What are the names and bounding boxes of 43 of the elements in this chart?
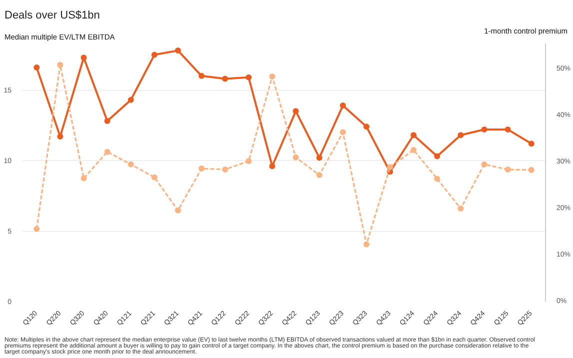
point — [80, 175, 87, 182]
point — [340, 129, 346, 136]
point — [316, 172, 322, 178]
point — [34, 64, 40, 70]
point — [128, 96, 134, 103]
point — [198, 72, 205, 79]
point — [481, 126, 488, 132]
point — [198, 166, 205, 172]
point — [174, 48, 181, 54]
point — [340, 102, 346, 109]
point — [246, 158, 252, 164]
point — [458, 206, 464, 212]
point — [292, 154, 299, 160]
point — [528, 166, 534, 173]
point — [481, 161, 488, 168]
point — [410, 132, 417, 138]
point — [363, 241, 370, 248]
point — [222, 166, 228, 172]
point — [151, 52, 158, 58]
point — [458, 132, 464, 138]
point — [504, 126, 511, 132]
point — [57, 62, 64, 68]
point — [316, 154, 322, 161]
point — [104, 148, 110, 155]
point — [269, 74, 276, 80]
point — [104, 118, 110, 124]
point — [528, 140, 534, 147]
point — [504, 166, 511, 172]
point — [269, 163, 276, 170]
point — [434, 176, 440, 182]
point — [363, 124, 370, 130]
point — [434, 153, 440, 160]
point — [128, 161, 134, 168]
point — [151, 174, 158, 180]
point — [34, 226, 40, 232]
point — [222, 76, 228, 82]
point — [57, 134, 64, 140]
point — [410, 146, 417, 153]
point — [387, 164, 394, 170]
point — [292, 108, 299, 114]
point — [174, 207, 181, 214]
chart-title: Deals over US$1bn — [4, 10, 100, 22]
point — [246, 74, 252, 80]
